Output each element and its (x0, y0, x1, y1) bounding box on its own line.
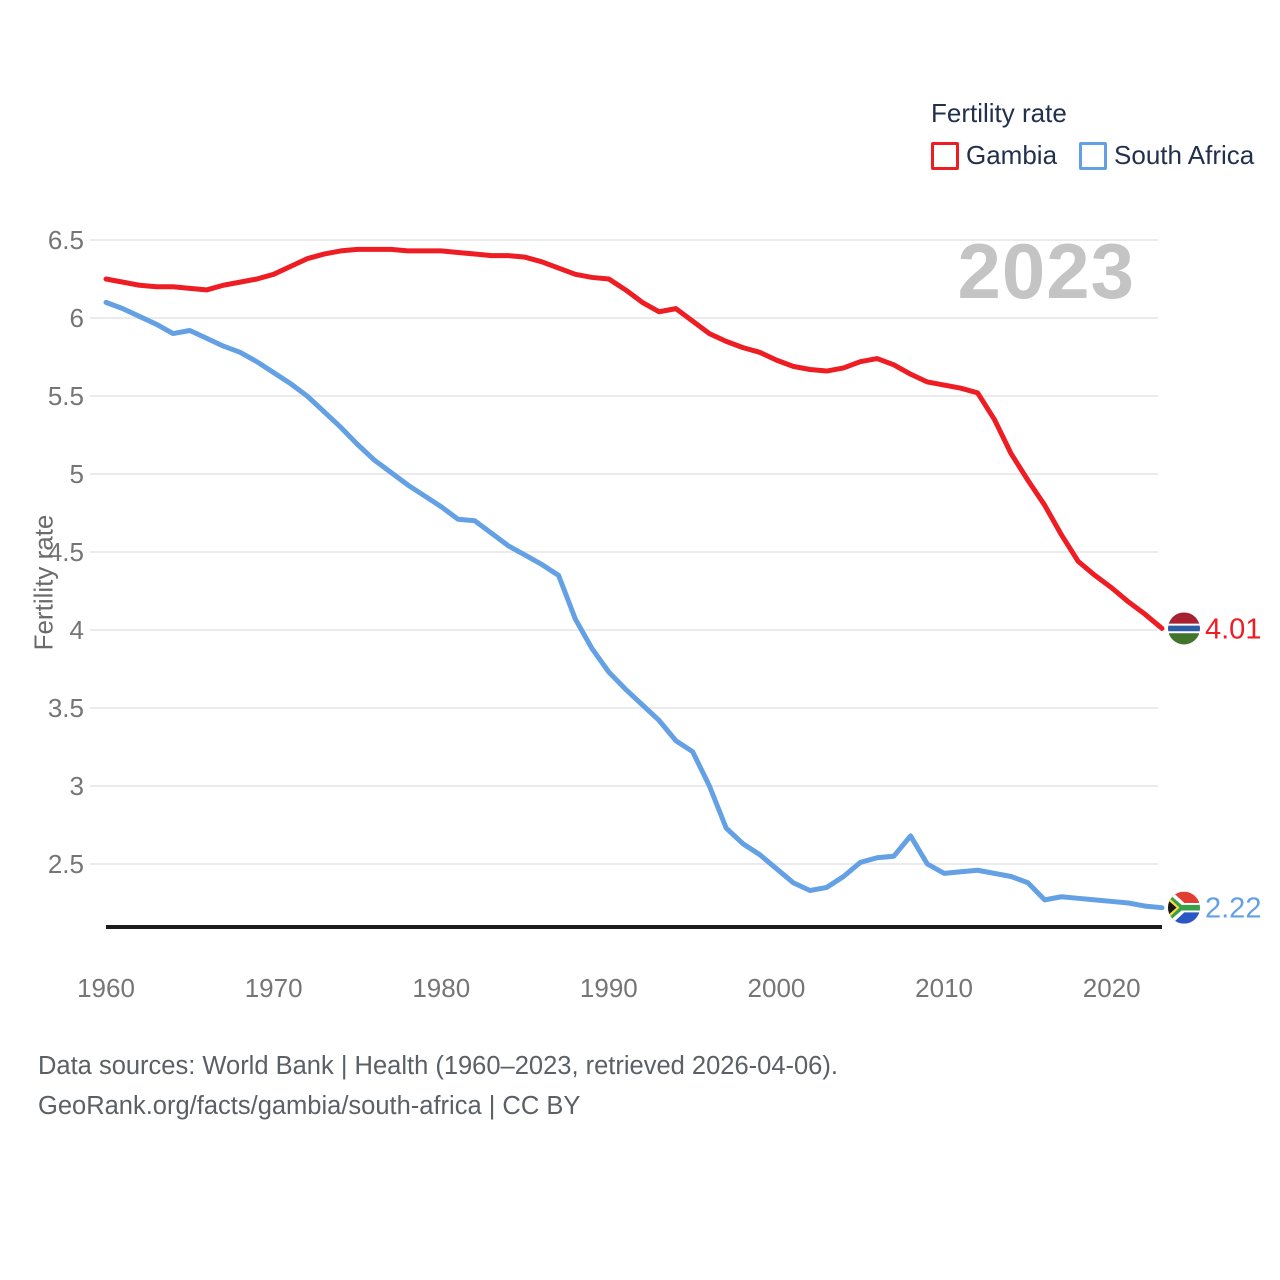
y-tick-label: 4.5 (48, 537, 84, 567)
line-gambia (103, 246, 1165, 631)
x-tick-label: 2020 (1083, 973, 1141, 1003)
y-tick-label: 2.5 (48, 849, 84, 879)
y-tick-label: 3.5 (48, 693, 84, 723)
x-tick-label: 1970 (245, 973, 303, 1003)
chart-legend: Fertility rate Gambia South Africa (931, 98, 1254, 171)
x-tick-label: 2000 (748, 973, 806, 1003)
legend-item-gambia[interactable]: Gambia (931, 140, 1057, 171)
year-watermark: 2023 (957, 227, 1135, 315)
gridlines (90, 239, 1158, 865)
y-tick-label: 4 (70, 615, 84, 645)
gambia-flag-icon (1168, 612, 1200, 645)
gambia-end-value: 4.01 (1205, 613, 1261, 645)
legend-item-south-africa[interactable]: South Africa (1079, 140, 1254, 171)
legend-label-gambia: Gambia (966, 140, 1058, 170)
legend-label-south-africa: South Africa (1114, 140, 1255, 170)
y-tick-label: 3 (70, 771, 84, 801)
footer-data-sources: Data sources: World Bank | Health (1960–… (38, 1052, 838, 1080)
x-tick-label: 1960 (77, 973, 135, 1003)
axis-tick-labels: 6.5 6 5.5 5 4.5 4 3.5 3 2.5 1960 1970 1980 1990 2000 2… (48, 225, 1141, 1003)
y-tick-label: 5 (70, 459, 84, 489)
x-tick-label: 2010 (915, 973, 973, 1003)
legend-title: Fertility rate (931, 98, 1067, 128)
y-tick-label: 6 (70, 303, 84, 333)
gambia-series-swatch (931, 141, 959, 170)
south-africa-series-swatch (1079, 141, 1108, 170)
legend-items: Gambia South Africa (931, 140, 1254, 171)
x-tick-label: 1980 (412, 973, 470, 1003)
line-south-africa (103, 299, 1165, 911)
x-tick-label: 1990 (580, 973, 638, 1003)
y-tick-label: 6.5 (48, 225, 84, 255)
south-africa-flag-icon (1168, 891, 1200, 924)
series-lines (103, 246, 1165, 911)
footer: Data sources: World Bank | Health (1960–… (38, 1046, 838, 1126)
y-axis-title: Fertility rate (28, 514, 59, 651)
south-africa-end-value: 2.22 (1205, 893, 1261, 925)
footer-attribution: GeoRank.org/facts/gambia/south-africa | … (38, 1092, 581, 1120)
y-tick-label: 5.5 (48, 381, 84, 411)
